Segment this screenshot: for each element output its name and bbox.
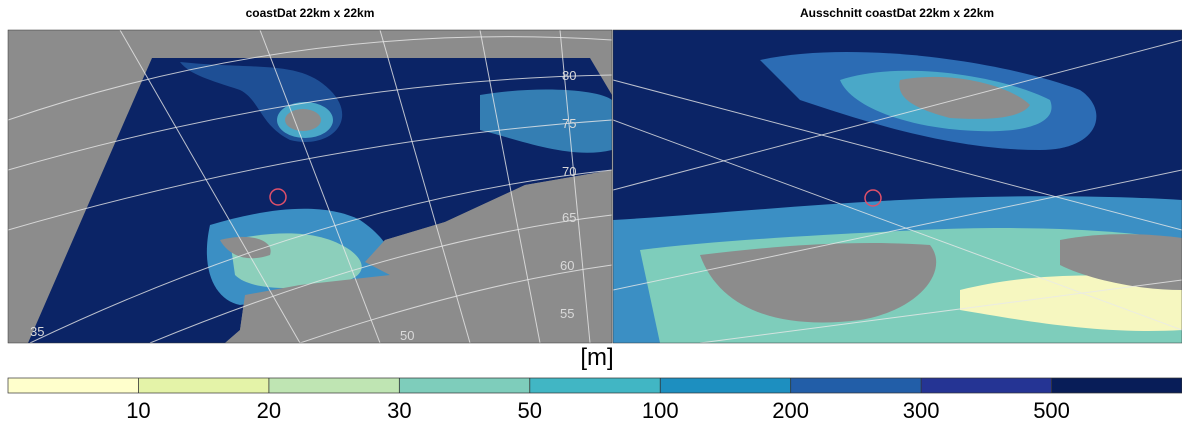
tick-label: 200 bbox=[772, 398, 809, 421]
left-map: 80 75 70 65 60 55 50 35 bbox=[8, 30, 612, 343]
grid-label: 75 bbox=[562, 116, 576, 131]
colorbar-frame bbox=[7, 377, 1182, 394]
tick-label: 50 bbox=[518, 398, 542, 421]
grid-label: 50 bbox=[400, 328, 414, 343]
tick-label: 20 bbox=[257, 398, 281, 421]
map-grid bbox=[613, 39, 1182, 343]
panel-title: coastDat 22km x 22km bbox=[246, 6, 375, 20]
colorbar-segment bbox=[268, 378, 400, 393]
tick-label: 500 bbox=[1033, 398, 1070, 421]
grid-label: 35 bbox=[30, 324, 44, 339]
tick-label: 100 bbox=[642, 398, 679, 421]
colorbar-segment bbox=[660, 378, 791, 393]
colorbar-segment bbox=[921, 378, 1052, 393]
grid-label: 70 bbox=[562, 164, 576, 179]
panel-title: Ausschnitt coastDat 22km x 22km bbox=[800, 6, 994, 20]
colorbar-segment bbox=[1051, 378, 1182, 393]
tick-label: 30 bbox=[387, 398, 411, 421]
map-grid bbox=[8, 30, 612, 343]
tick-label: 300 bbox=[903, 398, 940, 421]
colorbar-segment bbox=[8, 378, 139, 393]
grid-label: 55 bbox=[560, 306, 574, 321]
colorbar: 10 20 30 50 100 200 300 500 bbox=[7, 377, 1182, 421]
colorbar-label: [m] bbox=[580, 344, 613, 371]
colorbar-segment bbox=[138, 378, 269, 393]
colorbar-segment bbox=[529, 378, 661, 393]
colorbar-segment bbox=[399, 378, 530, 393]
grid-label: 65 bbox=[562, 210, 576, 225]
colorbar-segment bbox=[790, 378, 922, 393]
tick-label: 10 bbox=[126, 398, 150, 421]
right-map bbox=[613, 30, 1182, 343]
grid-label: 60 bbox=[560, 258, 574, 273]
grid-label: 80 bbox=[562, 68, 576, 83]
